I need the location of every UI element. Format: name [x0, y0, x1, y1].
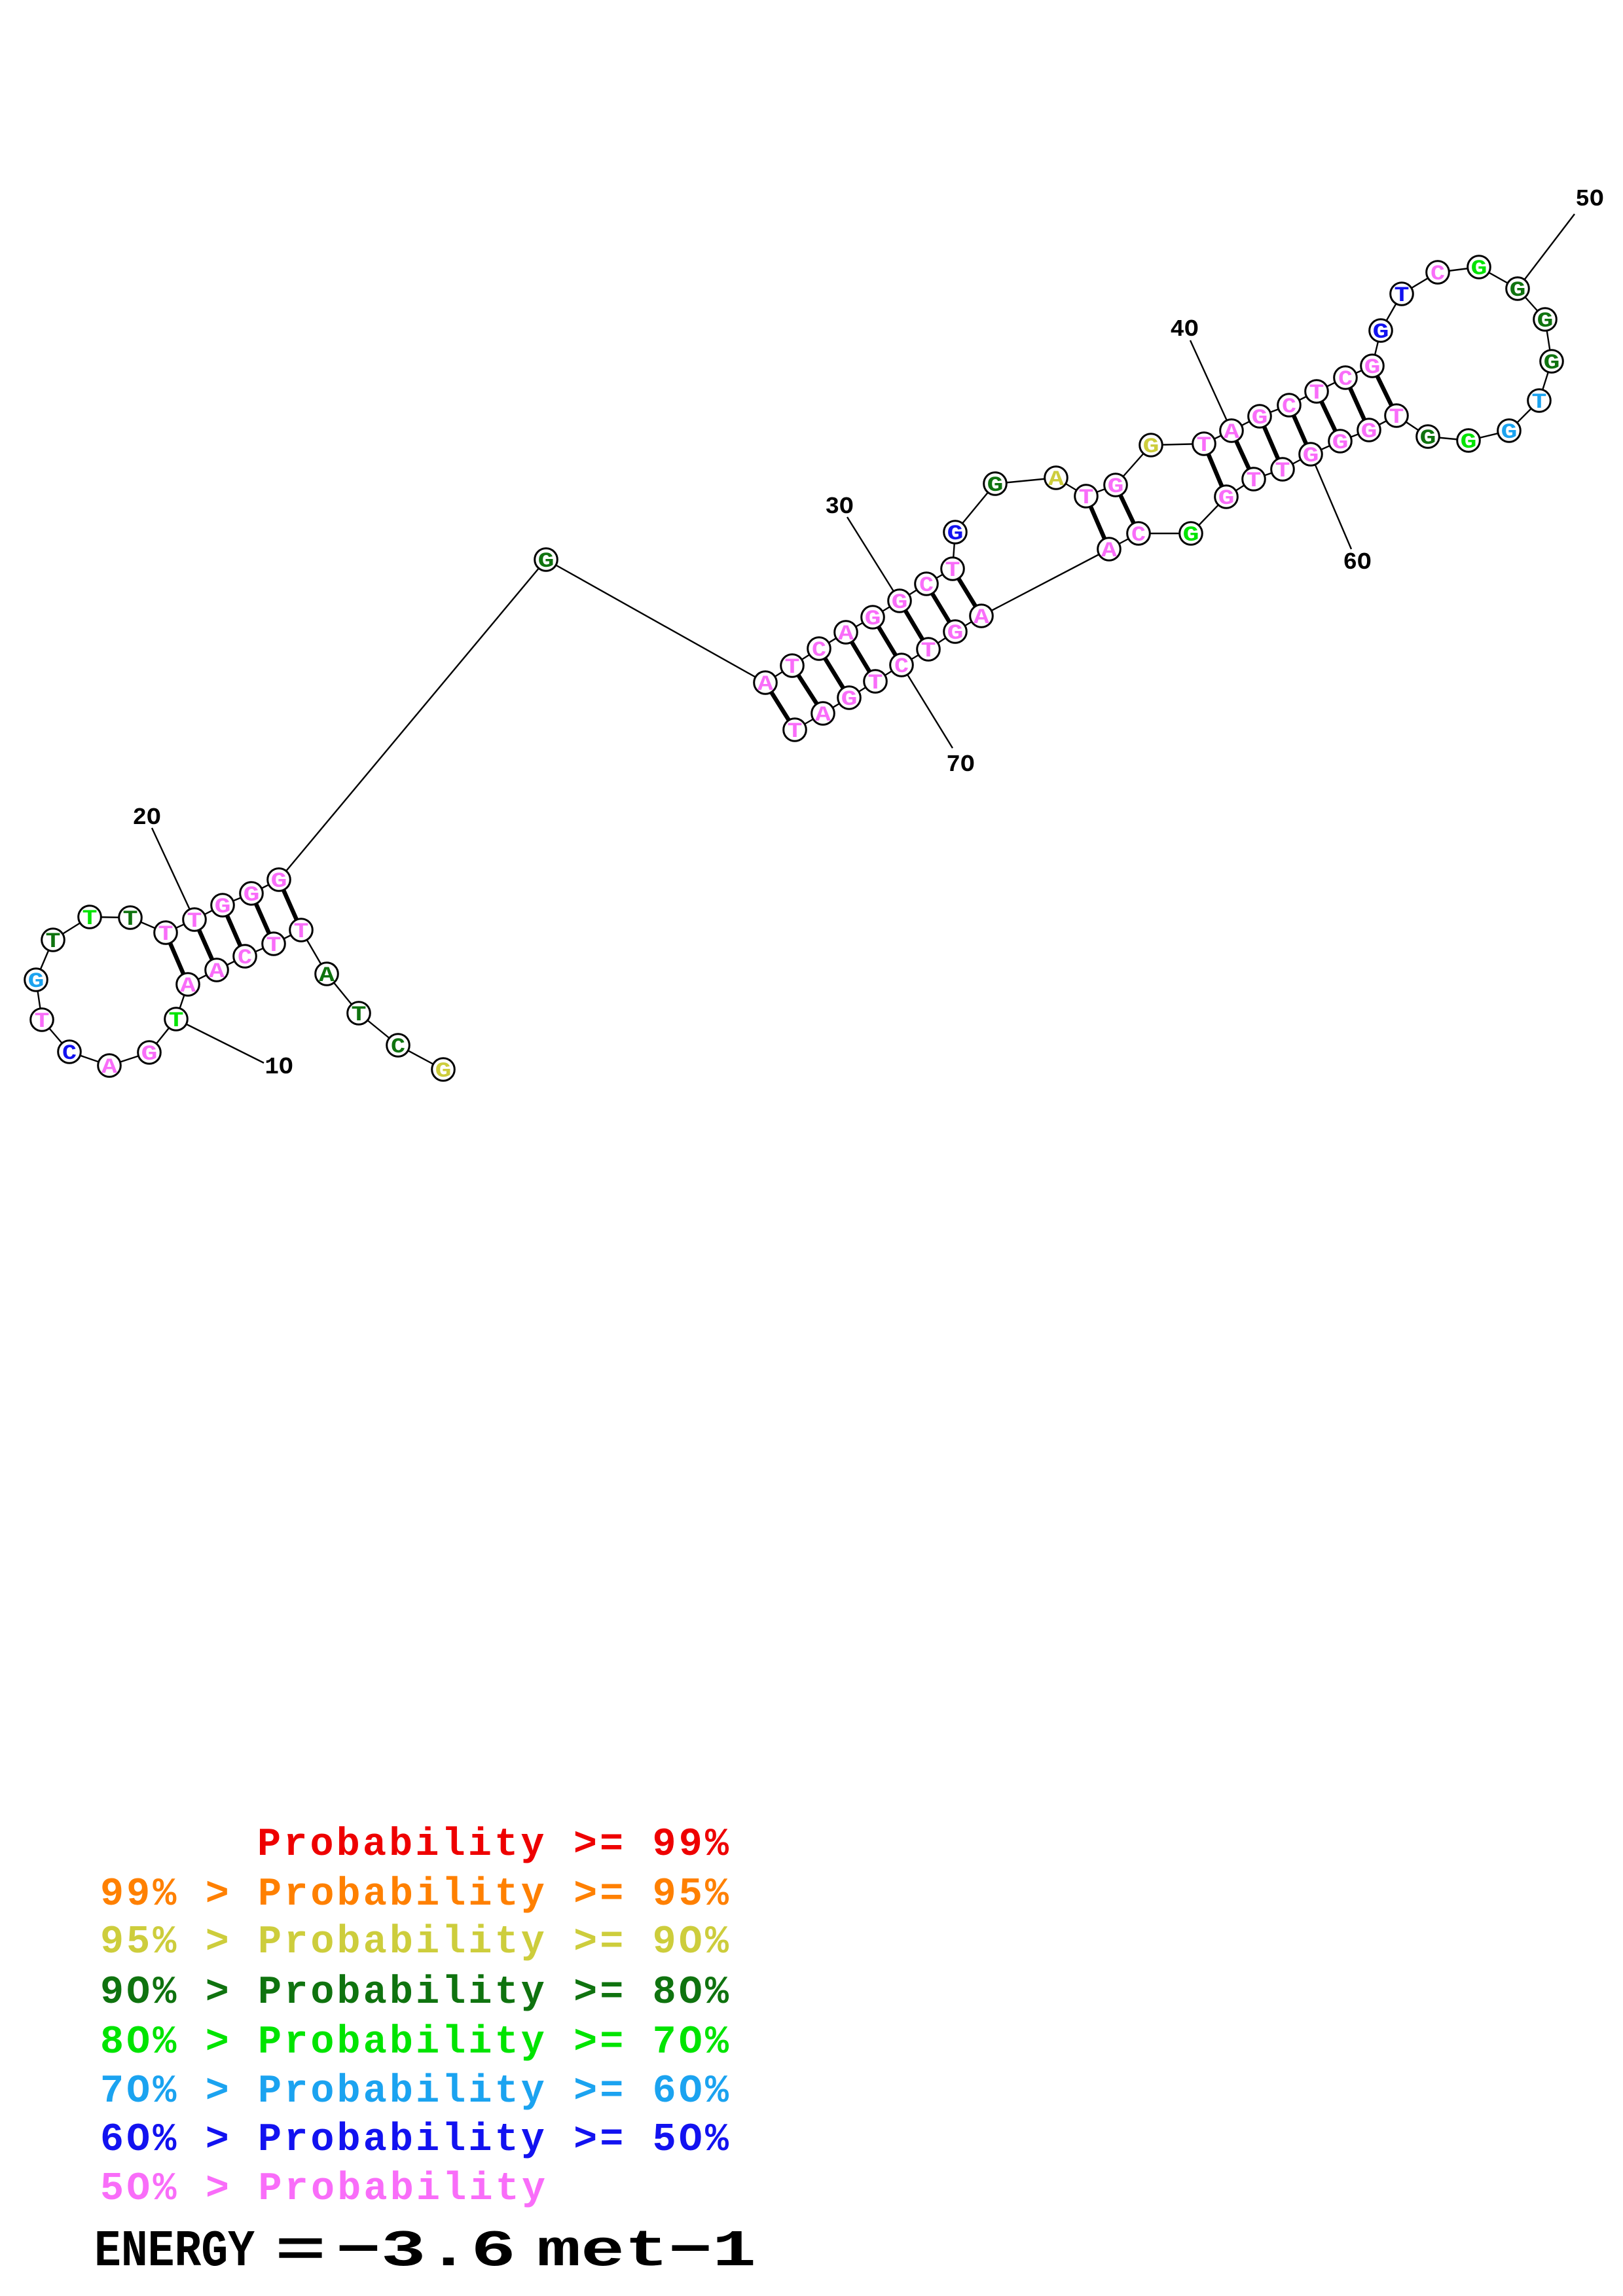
svg-text:7O: 7O [946, 751, 974, 778]
svg-text:G: G [1373, 320, 1389, 344]
svg-text:T: T [46, 929, 61, 954]
svg-text:G: G [841, 687, 858, 711]
svg-text:A: A [180, 974, 196, 998]
svg-text:6O: 6O [1343, 549, 1371, 576]
svg-text:A: A [101, 1055, 118, 1079]
svg-text:G: G [1510, 278, 1526, 302]
svg-text:T: T [1309, 381, 1324, 405]
svg-text:G: G [865, 607, 881, 631]
svg-text:G: G [1108, 475, 1124, 499]
svg-text:T: T [1197, 433, 1212, 457]
svg-text:C: C [62, 1041, 77, 1066]
svg-text:T: T [788, 719, 803, 744]
svg-text:G: G [141, 1042, 158, 1066]
svg-text:T: T [1532, 390, 1547, 414]
svg-text:C: C [894, 655, 909, 679]
svg-text:T: T [945, 558, 960, 583]
svg-text:G: G [28, 969, 45, 994]
svg-text:A: A [1048, 467, 1065, 492]
svg-text:G: G [244, 883, 260, 907]
svg-text:T: T [1275, 459, 1290, 483]
svg-text:=: = [275, 2222, 326, 2281]
svg-text:C: C [238, 946, 252, 970]
svg-text:A: A [319, 963, 335, 988]
svg-text:G: G [1332, 431, 1349, 455]
svg-text:G: G [1461, 430, 1477, 454]
svg-text:C: C [1282, 395, 1296, 419]
svg-text:G: G [215, 895, 231, 919]
svg-text:A: A [1101, 539, 1118, 563]
svg-text:G: G [538, 549, 555, 573]
svg-text:G: G [435, 1059, 452, 1083]
svg-text:5O% > Probability: 5O% > Probability [100, 2167, 545, 2212]
svg-text:T: T [352, 1003, 367, 1027]
svg-text:G: G [947, 522, 964, 546]
svg-text:A: A [815, 703, 831, 727]
svg-text:T: T [266, 933, 282, 958]
svg-text:C: C [391, 1035, 405, 1059]
svg-text:met−1: met−1 [537, 2222, 756, 2281]
svg-text:T: T [868, 671, 883, 695]
svg-text:ENERGY: ENERGY [94, 2222, 255, 2281]
svg-text:G: G [1471, 257, 1487, 281]
svg-text:T: T [35, 1009, 50, 1033]
svg-text:A: A [1224, 420, 1240, 444]
svg-text:3O: 3O [825, 493, 853, 520]
svg-text:G: G [1364, 355, 1381, 380]
svg-text:G: G [1218, 486, 1235, 511]
svg-text:A: A [838, 622, 854, 646]
svg-text:G: G [1303, 444, 1319, 468]
svg-text:T: T [1247, 469, 1262, 493]
svg-text:T: T [294, 920, 309, 944]
svg-text:T: T [82, 906, 98, 931]
svg-text:G: G [1143, 435, 1159, 459]
svg-text:G: G [1420, 426, 1436, 450]
svg-text:G: G [1501, 420, 1518, 444]
svg-text:1O: 1O [264, 1054, 293, 1081]
svg-text:G: G [987, 473, 1004, 497]
svg-text:C: C [1338, 367, 1353, 391]
svg-text:A: A [974, 605, 990, 630]
svg-text:T: T [785, 655, 800, 679]
svg-text:G: G [1183, 523, 1199, 547]
svg-text:T: T [1389, 405, 1404, 429]
svg-text:C: C [812, 638, 826, 662]
svg-text:T: T [921, 639, 936, 663]
svg-text:T: T [123, 907, 138, 931]
svg-text:2O: 2O [132, 804, 160, 831]
svg-text:G: G [892, 590, 908, 615]
svg-text:T: T [1395, 283, 1410, 308]
svg-text:G: G [947, 621, 964, 645]
svg-text:G: G [1361, 420, 1377, 444]
svg-text:C: C [919, 573, 934, 598]
svg-text:A: A [757, 672, 774, 696]
svg-text:G: G [1252, 406, 1268, 430]
svg-text:G: G [271, 869, 287, 893]
svg-text:C: C [1131, 523, 1146, 547]
svg-text:G: G [1537, 309, 1554, 333]
svg-text:T: T [187, 909, 202, 933]
svg-text:C: C [1431, 262, 1445, 286]
svg-text:5O: 5O [1575, 186, 1603, 213]
svg-text:T: T [1079, 486, 1094, 510]
svg-text:4O: 4O [1170, 316, 1198, 343]
svg-text:−3.6: −3.6 [336, 2222, 516, 2281]
svg-text:T: T [158, 922, 173, 946]
svg-text:T: T [169, 1009, 184, 1033]
svg-text:G: G [1544, 351, 1560, 375]
svg-text:A: A [209, 960, 225, 984]
